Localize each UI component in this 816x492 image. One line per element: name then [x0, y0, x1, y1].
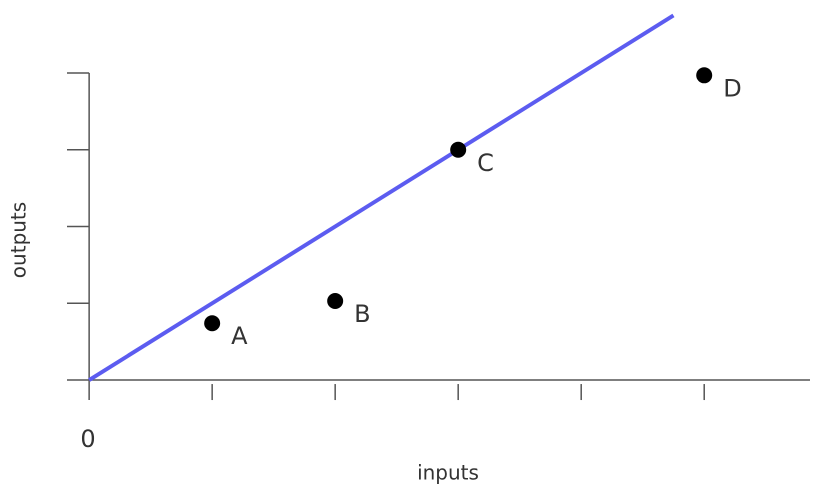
point-label: B: [354, 300, 370, 328]
y-axis-label: outputs: [7, 202, 31, 278]
point: [327, 292, 344, 309]
point-label: D: [723, 74, 741, 102]
point: [450, 141, 467, 158]
point: [204, 315, 221, 332]
point: [696, 67, 713, 84]
fit-line: [88, 13, 675, 382]
x-axis-label: inputs: [417, 461, 479, 485]
point-label: C: [477, 149, 494, 177]
origin-label: 0: [80, 425, 95, 453]
point-label: A: [231, 322, 248, 350]
